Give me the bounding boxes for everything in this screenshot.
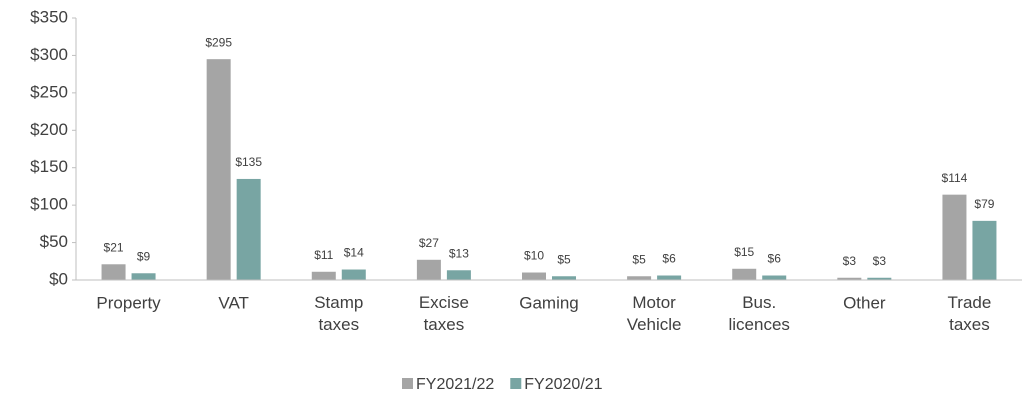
x-tick-label: Bus. licences	[729, 293, 790, 334]
bar	[627, 276, 652, 280]
value-label: $6	[768, 252, 782, 266]
bar	[762, 275, 787, 280]
x-tick-label: Property	[96, 293, 161, 312]
bar	[101, 264, 126, 280]
value-label: $15	[734, 245, 754, 259]
x-tick-label: Gaming	[519, 293, 579, 312]
value-label: $9	[137, 249, 151, 263]
bar	[341, 269, 366, 280]
value-label: $11	[314, 248, 333, 262]
x-tick-label: Excise taxes	[419, 293, 469, 334]
value-label: $5	[557, 252, 571, 266]
y-tick-label: $150	[30, 157, 68, 176]
bar	[942, 194, 967, 280]
legend-swatch	[510, 378, 522, 389]
bar	[732, 268, 757, 280]
value-label: $5	[632, 252, 646, 266]
y-tick-label: $50	[40, 232, 68, 251]
value-label: $79	[974, 197, 994, 211]
y-tick-label: $250	[30, 82, 68, 101]
value-label: $21	[104, 240, 124, 254]
legend-label: FY2021/22	[416, 376, 494, 393]
bar	[131, 273, 156, 280]
bar	[837, 277, 862, 280]
value-label: $27	[419, 236, 439, 250]
bar	[972, 220, 997, 280]
value-label: $135	[235, 155, 262, 169]
bar	[206, 59, 231, 280]
y-tick-label: $300	[30, 45, 68, 64]
bar	[657, 275, 682, 280]
bar	[236, 178, 261, 280]
bar	[522, 272, 546, 280]
value-label: $10	[524, 249, 544, 263]
bar	[552, 276, 576, 280]
bar	[446, 270, 471, 280]
x-tick-label: Motor Vehicle	[627, 293, 682, 334]
y-tick-label: $0	[49, 269, 68, 288]
y-tick-label: $100	[30, 195, 68, 214]
x-tick-label: Other	[843, 293, 886, 312]
value-label: $13	[449, 246, 469, 260]
y-tick-label: $350	[30, 7, 68, 26]
value-label: $3	[873, 254, 887, 268]
y-tick-label: $200	[30, 120, 68, 139]
value-label: $14	[344, 246, 364, 260]
x-tick-label: VAT	[218, 293, 249, 312]
value-label: $295	[205, 35, 232, 49]
value-label: $3	[843, 254, 857, 268]
legend-swatch	[402, 378, 413, 389]
value-label: $6	[662, 252, 676, 266]
bar	[416, 259, 441, 280]
bar	[867, 277, 892, 280]
legend-label: FY2020/21	[524, 376, 602, 393]
bar	[311, 271, 336, 280]
x-tick-label: Stamp taxes	[314, 293, 363, 334]
value-label: $114	[942, 171, 968, 185]
x-tick-label: Trade taxes	[948, 293, 992, 334]
